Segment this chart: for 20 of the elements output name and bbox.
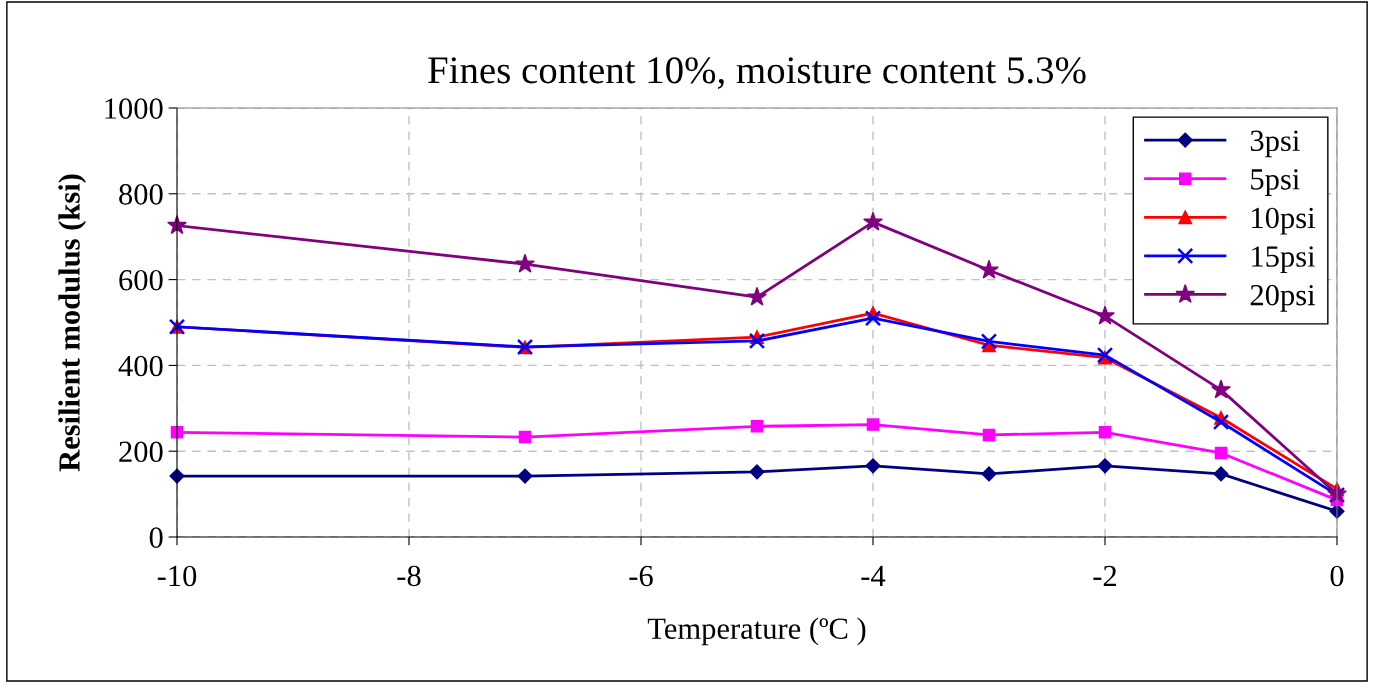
y-axis-title: Resilient modulus (ksi) bbox=[58, 174, 87, 472]
x-tick-label: 0 bbox=[1330, 565, 1344, 587]
legend-label: 20psi bbox=[1250, 284, 1316, 312]
y-tick-label: 200 bbox=[119, 441, 163, 463]
legend-label: 3psi bbox=[1250, 130, 1300, 158]
x-tick-label: -6 bbox=[629, 565, 653, 587]
chart-title: Fines content 10%, moisture content 5.3% bbox=[428, 57, 1086, 89]
y-tick-label: 800 bbox=[119, 184, 163, 205]
y-tick-label: 1000 bbox=[105, 98, 163, 119]
x-tick-label: -4 bbox=[861, 565, 886, 586]
y-tick-label: 600 bbox=[119, 269, 163, 291]
y-tick-label: 0 bbox=[149, 527, 163, 548]
legend-label: 5psi bbox=[1251, 169, 1300, 196]
x-tick-label: -2 bbox=[1093, 565, 1117, 586]
y-tick-label: 400 bbox=[118, 355, 163, 377]
legend-label: 15psi bbox=[1252, 246, 1316, 274]
legend-label: 10psi bbox=[1252, 207, 1316, 235]
x-axis-title: Temperature (ºC ) bbox=[647, 617, 866, 646]
x-tick-label: -10 bbox=[157, 565, 197, 587]
x-tick-label: -8 bbox=[397, 565, 421, 587]
